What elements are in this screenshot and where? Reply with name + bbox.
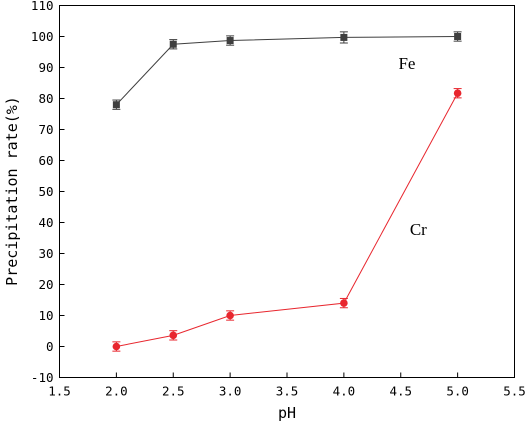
x-tick-label: 2.5 bbox=[162, 384, 185, 399]
y-tick-label: 50 bbox=[38, 184, 53, 199]
data-point-fe bbox=[226, 37, 234, 45]
y-tick-label: -10 bbox=[31, 370, 54, 385]
x-tick-label: 3.0 bbox=[219, 384, 242, 399]
y-tick-label: 30 bbox=[38, 246, 53, 261]
x-tick-label: 4.5 bbox=[389, 384, 412, 399]
series-cr bbox=[112, 88, 462, 352]
y-tick-label: 80 bbox=[38, 91, 53, 106]
x-axis-title: pH bbox=[278, 404, 296, 422]
data-point-fe bbox=[340, 33, 348, 41]
y-tick-label: 40 bbox=[38, 215, 53, 230]
data-point-fe bbox=[112, 101, 120, 109]
y-tick-label: 0 bbox=[46, 339, 54, 354]
y-tick-label: 110 bbox=[31, 0, 54, 13]
data-point-cr bbox=[340, 299, 348, 307]
data-series bbox=[112, 31, 462, 352]
series-line-cr bbox=[116, 92, 459, 347]
data-point-cr bbox=[226, 311, 234, 320]
series-annotations: Fe Cr bbox=[398, 54, 427, 239]
y-tick-label: 70 bbox=[38, 122, 53, 137]
y-tick-labels: -10 0 10 20 30 40 50 60 70 80 90 100 110 bbox=[31, 0, 54, 385]
series-annotation: Cr bbox=[410, 220, 427, 239]
x-tick-label: 4.0 bbox=[333, 384, 356, 399]
y-tick-label: 90 bbox=[38, 60, 53, 75]
x-tick-label: 1.5 bbox=[48, 384, 71, 399]
x-tick-labels: 1.5 2.0 2.5 3.0 3.5 4.0 4.5 5.0 5.5 bbox=[48, 384, 526, 399]
data-point-cr bbox=[169, 331, 178, 340]
x-tick-label: 3.5 bbox=[276, 384, 299, 399]
x-tick-label: 5.0 bbox=[446, 384, 469, 399]
data-point-fe bbox=[454, 33, 462, 40]
y-tick-label: 10 bbox=[38, 308, 53, 323]
data-point-cr bbox=[453, 89, 462, 98]
data-point-cr bbox=[112, 342, 121, 351]
axis-ticks bbox=[59, 5, 515, 378]
y-tick-label: 60 bbox=[38, 153, 53, 168]
x-tick-label: 2.0 bbox=[105, 384, 128, 399]
series-annotation: Fe bbox=[398, 54, 415, 73]
y-axis-title: Precipitation rate(%) bbox=[3, 96, 21, 286]
x-tick-label: 5.5 bbox=[503, 384, 526, 399]
y-tick-label: 100 bbox=[31, 29, 54, 44]
plot-frame bbox=[59, 5, 515, 378]
series-fe bbox=[112, 31, 462, 110]
y-tick-label: 20 bbox=[38, 277, 53, 292]
data-point-fe bbox=[169, 40, 177, 48]
